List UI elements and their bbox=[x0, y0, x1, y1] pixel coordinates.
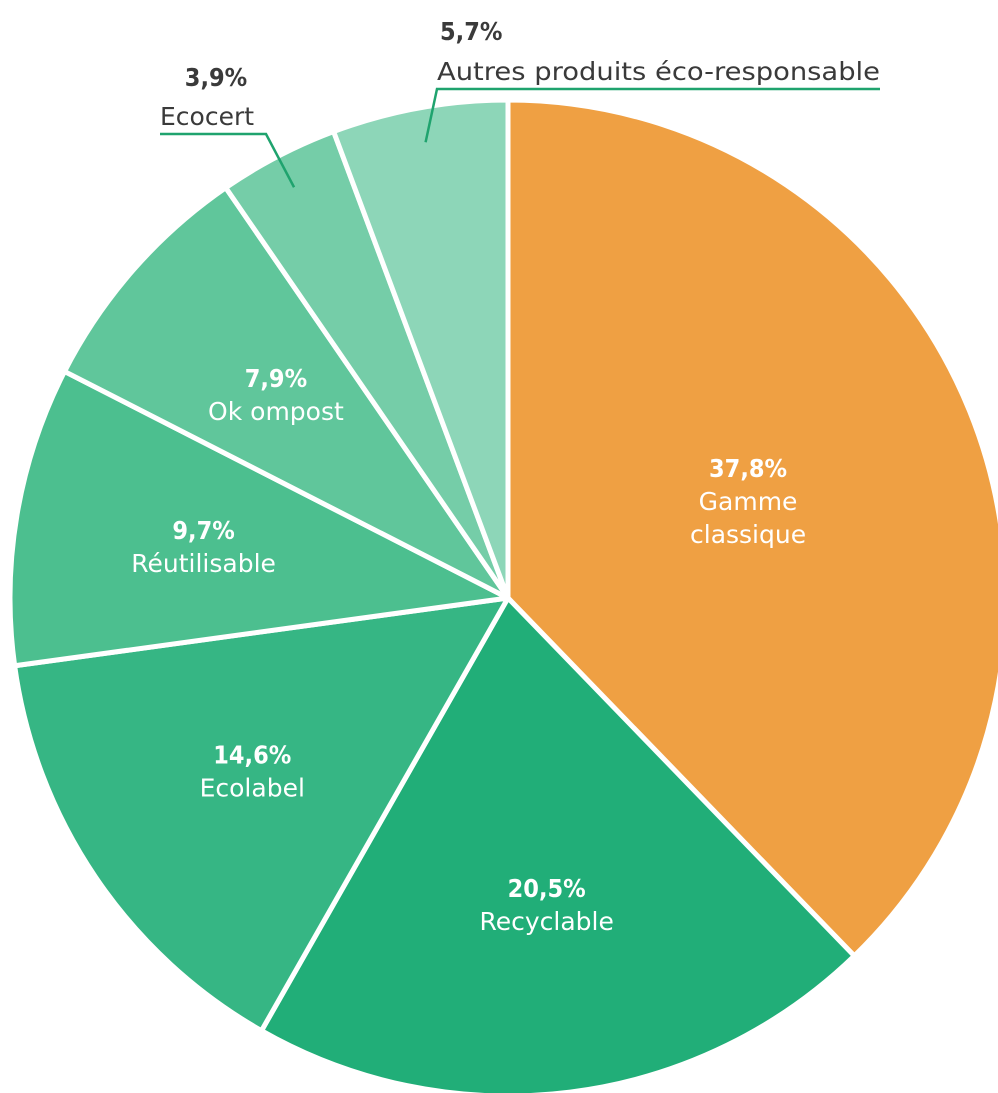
slice-value-gamme-classique: 37,8% bbox=[709, 454, 787, 483]
slice-label-ecolabel: Ecolabel bbox=[200, 774, 305, 803]
slice-value-autres-produits-eco-responsable: 5,7% bbox=[440, 17, 502, 46]
pie-slices bbox=[10, 100, 998, 1093]
slice-label-gamme-classique-line-2: classique bbox=[690, 520, 806, 549]
slice-value-ecolabel: 14,6% bbox=[213, 741, 291, 770]
slice-value-reutilisable: 9,7% bbox=[172, 516, 234, 545]
slice-value-ecocert: 3,9% bbox=[185, 63, 247, 92]
slice-label-gamme-classique-line-1: Gamme bbox=[699, 487, 798, 516]
slice-label-reutilisable: Réutilisable bbox=[131, 549, 276, 578]
slice-label-autres-produits-eco-responsable: Autres produits éco-responsable bbox=[437, 57, 880, 86]
slice-label-ok-ompost: Ok ompost bbox=[208, 397, 344, 426]
slice-label-recyclable: Recyclable bbox=[479, 907, 613, 936]
slice-value-recyclable: 20,5% bbox=[508, 874, 586, 903]
slice-value-ok-ompost: 7,9% bbox=[245, 364, 307, 393]
slice-label-ecocert: Ecocert bbox=[160, 102, 254, 131]
